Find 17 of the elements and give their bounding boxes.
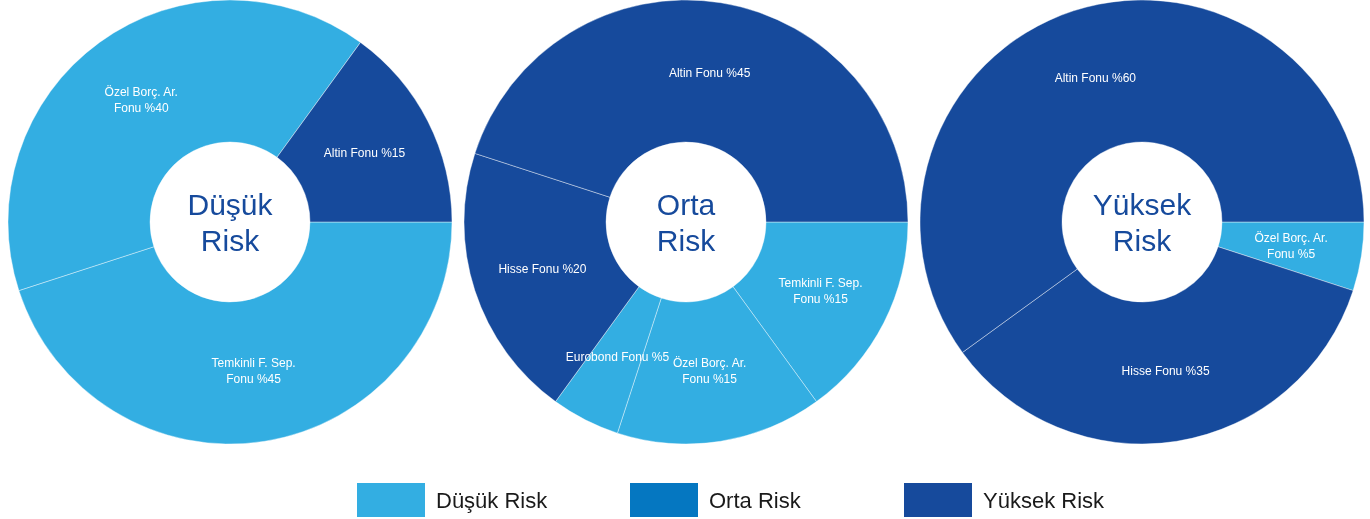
text: Yüksek Risk (1092, 187, 1193, 257)
slice-label: Temkinli F. Sep. Fonu %15 (778, 275, 863, 306)
slice-label: Özel Borç. Ar. Fonu %40 (104, 84, 178, 115)
slice-label: Altin Fonu %45 (668, 65, 751, 80)
slice-label: Özel Borç. Ar. Fonu %15 (672, 356, 747, 387)
slice-label: Eurobond Fonu %5 (565, 349, 670, 364)
slice-label: Hisse Fonu %20 (498, 261, 587, 276)
legend-label: Orta Risk (709, 487, 802, 513)
slice-label: Özel Borç. Ar. Fonu %5 (1254, 230, 1328, 261)
legend-label: Düşük Risk (436, 487, 549, 513)
slice-label: Altin Fonu %60 (1054, 71, 1137, 86)
legend-label: Yüksek Risk (983, 487, 1106, 513)
slice-label: Altin Fonu %15 (323, 146, 406, 161)
text: Orta Risk (656, 187, 717, 257)
text: Düşük Risk (187, 187, 274, 257)
slice-label: Hisse Fonu %35 (1121, 364, 1210, 379)
slice-label: Temkinli F. Sep. Fonu %45 (211, 356, 296, 387)
